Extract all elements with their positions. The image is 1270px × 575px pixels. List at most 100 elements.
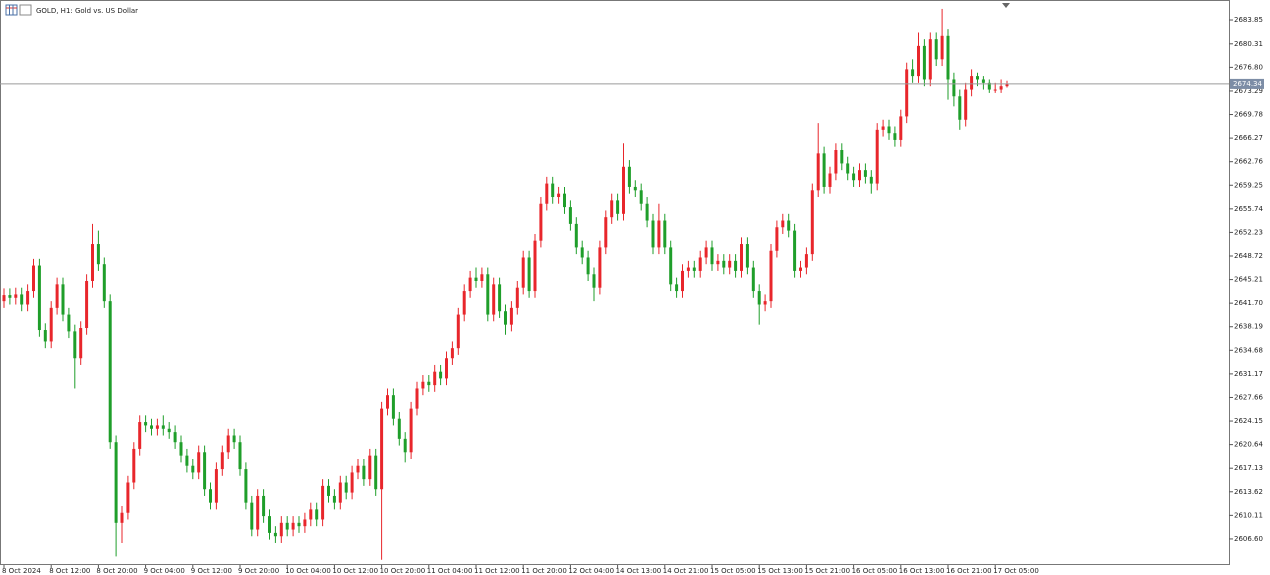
candle-body: [863, 170, 867, 177]
x-tick-label: 15 Oct 13:00: [757, 567, 803, 575]
candle-body: [781, 220, 785, 228]
candle-body: [321, 485, 325, 520]
y-tick-label: 2648.72: [1234, 252, 1263, 260]
candle-body: [285, 522, 289, 530]
candle-body: [238, 442, 242, 470]
x-tick-label: 16 Oct 13:00: [899, 567, 945, 575]
x-tick-label: 10 Oct 12:00: [332, 567, 378, 575]
candle-body: [161, 425, 165, 429]
x-tick-label: 11 Oct 20:00: [521, 567, 567, 575]
candle-body: [515, 287, 519, 308]
y-tick-label: 2627.66: [1234, 393, 1263, 401]
candle-body: [232, 435, 236, 443]
candle-body: [327, 485, 330, 496]
x-tick-label: 8 Oct 20:00: [96, 567, 137, 575]
candle-body: [368, 455, 372, 480]
candle-body: [504, 311, 507, 325]
y-tick-label: 2680.31: [1234, 40, 1263, 48]
candle-body: [8, 295, 12, 298]
candle-body: [551, 183, 555, 198]
candle-body: [810, 190, 814, 255]
candle-body: [155, 425, 159, 429]
candle-body: [663, 220, 667, 248]
candle-body: [197, 452, 201, 473]
candle-body: [899, 116, 903, 140]
candle-body: [403, 438, 407, 453]
candle-body: [486, 274, 490, 315]
x-tick-label: 9 Oct 12:00: [191, 567, 232, 575]
candle-body: [751, 267, 755, 292]
candle-body: [509, 307, 513, 325]
candle-body: [203, 452, 207, 490]
x-tick-label: 14 Oct 21:00: [663, 567, 709, 575]
candle-body: [745, 244, 749, 268]
candle-body: [185, 455, 189, 466]
candle-body: [651, 220, 655, 248]
candle-body: [887, 126, 891, 134]
candle-body: [362, 465, 366, 480]
candle-body: [374, 455, 378, 490]
candle-body: [450, 348, 454, 359]
candle-body: [728, 260, 732, 268]
candle-body: [539, 203, 543, 241]
candle-body: [875, 129, 879, 184]
candle-body: [14, 294, 18, 298]
candle-body: [309, 509, 313, 520]
candle-body: [191, 465, 195, 473]
y-tick-label: 2631.17: [1234, 370, 1263, 378]
candle-body: [262, 495, 266, 517]
candle-body: [645, 203, 649, 221]
candle-body: [740, 244, 743, 271]
candle-body: [468, 277, 472, 292]
candle-body: [574, 223, 578, 248]
candle-body: [102, 264, 106, 302]
x-tick-label: 17 Oct 05:00: [993, 567, 1039, 575]
candle-body: [834, 149, 838, 174]
candle-body: [415, 388, 419, 409]
y-tick-label: 2666.27: [1234, 134, 1263, 142]
y-tick-label: 2620.64: [1234, 441, 1263, 449]
x-tick-label: 10 Oct 04:00: [285, 567, 331, 575]
candle-body: [976, 76, 979, 80]
x-tick-label: 9 Oct 20:00: [238, 567, 279, 575]
candle-body: [132, 448, 136, 483]
candle-body: [987, 82, 991, 90]
candle-body: [144, 422, 148, 426]
shift-marker: [1002, 3, 1010, 8]
candle-body: [37, 265, 41, 331]
x-tick-label: 8 Oct 2024: [2, 567, 41, 575]
x-tick-label: 10 Oct 20:00: [380, 567, 426, 575]
candle-body: [545, 183, 549, 204]
candle-body: [462, 291, 466, 315]
x-tick-label: 14 Oct 13:00: [616, 567, 662, 575]
candle-body: [209, 489, 212, 503]
candle-body: [474, 277, 478, 281]
candle-body: [167, 428, 171, 433]
candle-body: [627, 166, 631, 187]
candle-body: [421, 381, 425, 389]
candle-body: [380, 408, 384, 490]
candle-body: [20, 294, 24, 305]
candle-body: [67, 314, 71, 332]
candle-body: [946, 35, 950, 80]
candle-body: [722, 260, 726, 268]
candle-body: [692, 267, 696, 271]
candle-body: [250, 502, 254, 530]
candle-body: [480, 274, 484, 281]
candle-body: [291, 522, 295, 530]
candle-body: [456, 314, 460, 349]
candle-body: [2, 295, 6, 302]
price-label-box: [1230, 78, 1264, 89]
candle-body: [639, 190, 643, 204]
candle-body: [533, 240, 537, 292]
candle-body: [686, 267, 690, 271]
candle-body: [344, 482, 348, 493]
candle-body: [981, 79, 985, 83]
candle-body: [61, 284, 65, 315]
candle-body: [804, 254, 808, 268]
y-tick-label: 2610.11: [1234, 511, 1263, 519]
candle-body: [55, 284, 59, 308]
candle-body: [126, 482, 130, 513]
